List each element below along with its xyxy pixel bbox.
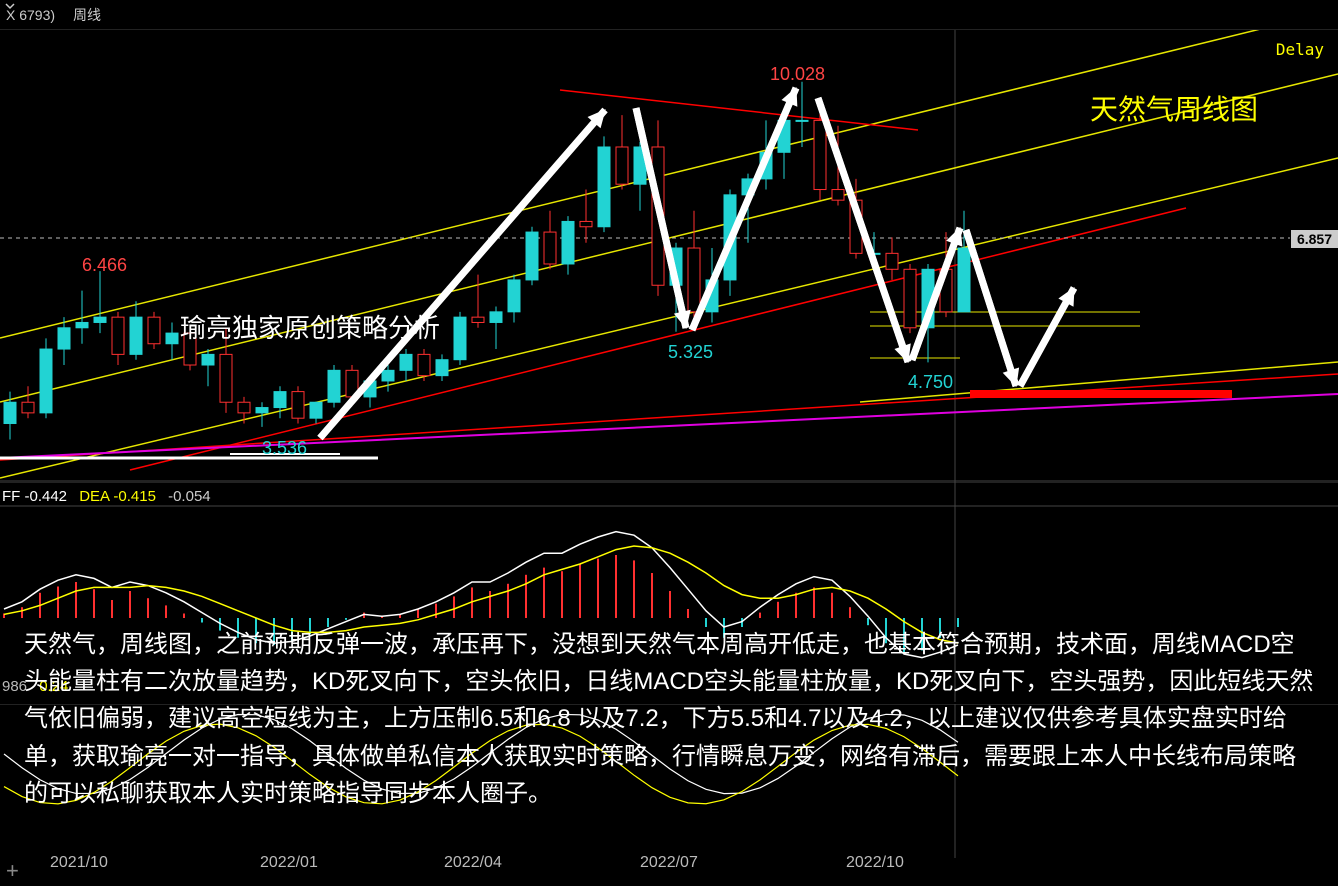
- hist-label: -0.054: [168, 488, 211, 505]
- chevron-down-icon: [4, 0, 16, 12]
- xaxis-tick: 2022/04: [444, 854, 502, 872]
- add-indicator-button[interactable]: +: [6, 858, 19, 884]
- author-watermark: 瑜亮独家原创策略分析: [180, 308, 440, 345]
- timeframe-dropdown[interactable]: 周线: [73, 5, 101, 25]
- xaxis-tick: 2022/07: [640, 854, 698, 872]
- price-annotation: 5.325: [668, 342, 713, 363]
- timeframe-label: 周线: [73, 5, 101, 25]
- xaxis-tick: 2022/01: [260, 854, 318, 872]
- xaxis-tick: 2022/10: [846, 854, 904, 872]
- xaxis-tick: 2021/10: [50, 854, 108, 872]
- diff-label: FF -0.442: [2, 488, 67, 505]
- price-annotation: 6.466: [82, 255, 127, 276]
- time-axis: 2021/10 2022/01 2022/04 2022/07 2022/10: [0, 854, 1338, 874]
- chart-area[interactable]: 6.857 Delay 天然气周线图 瑜亮独家原创策略分析 6.466 3.536…: [0, 30, 1338, 886]
- current-price-tag: 6.857: [1291, 230, 1338, 248]
- price-annotation: 3.536: [262, 438, 307, 459]
- delay-label: Delay: [1276, 40, 1324, 59]
- analysis-commentary: 天然气，周线图，之前预期反弹一波，承压再下，没想到天然气本周高开低走，也基本符合…: [0, 626, 1338, 812]
- macd-labels: FF -0.442 DEA -0.415 -0.054: [2, 488, 219, 505]
- top-bar: X 6793) 周线: [0, 0, 1338, 30]
- price-annotation: 4.750: [908, 372, 953, 393]
- chart-title: 天然气周线图: [1090, 88, 1258, 128]
- price-annotation: 10.028: [770, 64, 825, 85]
- dea-label: DEA -0.415: [79, 488, 156, 505]
